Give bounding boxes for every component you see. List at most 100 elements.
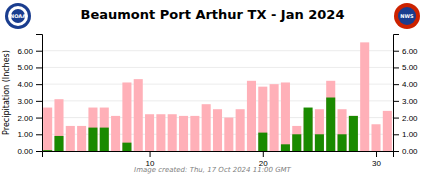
bar (315, 109, 324, 151)
tick-label: 1.00 (402, 130, 418, 139)
tick-label: 1.00 (17, 130, 33, 139)
tick-mark (36, 101, 42, 102)
bar (111, 116, 120, 151)
bar (202, 151, 211, 152)
tick-label: 3.00 (402, 97, 418, 106)
title: Beaumont Port Arthur TX - Jan 2024 (81, 7, 345, 22)
bar (247, 151, 256, 152)
grid-line (42, 67, 393, 68)
tick-label: 5.00 (402, 63, 418, 72)
y-axis-title: Precipitation (Inches) (2, 50, 11, 135)
bar (326, 98, 335, 151)
bar (88, 108, 97, 151)
tick: 3.00 (17, 97, 42, 106)
tick-mark (36, 67, 42, 68)
tick-label: 4.00 (17, 80, 33, 89)
bar (224, 118, 233, 151)
y-axis: 0.00 1.00 2.00 3.00 4.00 5.00 6.00 (17, 35, 42, 157)
grid-line (42, 84, 393, 85)
tick: 1.00 (17, 130, 42, 139)
tick-label: 30 (372, 159, 381, 168)
bar (168, 114, 177, 151)
footnote: Image created: Thu, 17 Oct 2024 11:00 GM… (134, 166, 292, 174)
axis-line (394, 35, 400, 152)
bar (43, 150, 52, 151)
tick-label: 2.00 (17, 114, 33, 123)
grid-line (42, 50, 393, 51)
tick-mark (393, 101, 399, 102)
bar (258, 87, 267, 151)
bar (100, 128, 109, 151)
bar (360, 151, 369, 152)
tick-label: 4.00 (402, 80, 418, 89)
tick: 2.00 (393, 114, 418, 123)
bar (202, 104, 211, 151)
tick-label: 6.00 (17, 47, 33, 56)
tick: 6.00 (17, 47, 42, 56)
tick-mark (393, 118, 399, 119)
bar (304, 108, 313, 151)
grid-line (42, 100, 393, 101)
bar (77, 151, 86, 152)
bar (179, 151, 188, 152)
bar (122, 82, 131, 151)
tick-mark (36, 151, 42, 152)
bar (270, 151, 279, 152)
tick-mark (263, 151, 264, 157)
tick-label: 0.00 (17, 147, 33, 156)
bar (281, 144, 290, 151)
bar (54, 136, 63, 151)
tick-mark (36, 51, 42, 52)
tick-label: 2.00 (402, 114, 418, 123)
tick: 6.00 (393, 47, 418, 56)
bar (88, 128, 97, 151)
tick: 4.00 (393, 80, 418, 89)
tick: 4.00 (17, 80, 42, 89)
bar (383, 151, 392, 152)
y2-axis: 0.001.002.003.004.005.006.00 (393, 35, 418, 157)
bar (156, 151, 165, 152)
bar (236, 151, 245, 152)
bar (190, 116, 199, 151)
tick-label: 6.00 (402, 47, 418, 56)
logo-ring (5, 3, 31, 29)
bars (43, 42, 392, 151)
grid (42, 51, 393, 151)
bar (258, 133, 267, 151)
axis-line (43, 152, 394, 158)
series (43, 42, 392, 151)
series (43, 98, 358, 151)
logo-label: NOAA (10, 13, 26, 19)
bar (349, 116, 358, 151)
tick-mark (393, 67, 399, 68)
bar (190, 151, 199, 152)
bar (111, 151, 120, 152)
tick-mark (376, 151, 377, 157)
bar (156, 114, 165, 151)
axis-line (36, 35, 43, 152)
tick-mark (393, 134, 399, 135)
tick: 5.00 (17, 63, 42, 72)
tick-mark (150, 151, 151, 157)
bar (292, 134, 301, 151)
tick: 30 (372, 151, 381, 168)
bar (145, 151, 154, 152)
bar (383, 111, 392, 151)
tick-mark (393, 51, 399, 52)
logo: NWS (394, 3, 420, 29)
tick-mark (36, 134, 42, 135)
logo-ring (8, 6, 28, 26)
tick: 2.00 (17, 114, 42, 123)
bar (213, 109, 222, 151)
bar (338, 109, 347, 151)
tick: 5.00 (393, 63, 418, 72)
tick: 1.00 (393, 130, 418, 139)
bar (371, 124, 380, 151)
bar (122, 143, 131, 151)
logo-label: NWS (400, 13, 414, 19)
bar (315, 134, 324, 151)
bar (134, 151, 143, 152)
bar (349, 116, 358, 151)
bar (100, 108, 109, 151)
logo: NOAA (5, 3, 31, 29)
